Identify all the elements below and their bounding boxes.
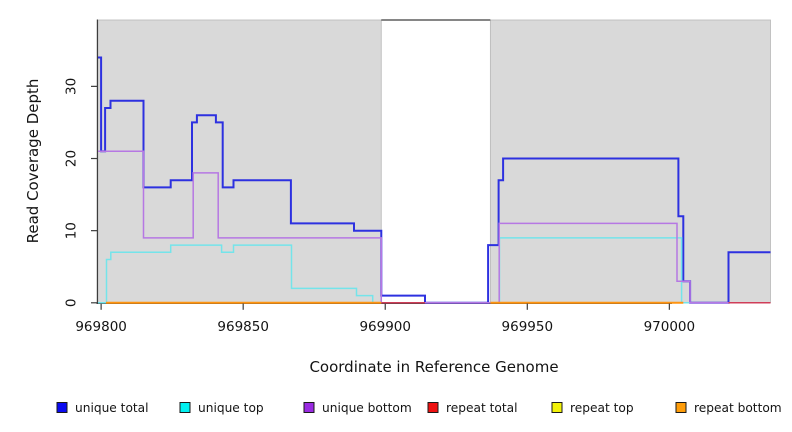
legend-swatch-repeat-top [551,402,563,413]
legend-swatch-unique-bottom [303,402,315,413]
x-axis-tick-label: 969850 [217,319,269,335]
series-lines-layer [98,56,771,304]
x-axis-tick-label: 969950 [502,319,554,335]
y-axis-tick-label: 20 [64,150,80,167]
x-axis-tick-label: 970000 [644,319,696,335]
legend-label-repeat-bottom: repeat bottom [694,401,782,415]
panel-background-band [97,19,382,304]
x-axis-title: Coordinate in Reference Genome [309,358,558,376]
x-axis-tick-label: 969900 [359,319,411,335]
series-line-unique-total [98,56,771,304]
legend-swatch-unique-total [56,402,68,413]
legend-swatch-repeat-bottom [675,402,687,413]
panel-background-layer [97,19,771,304]
y-axis: 0 10 20 30 [63,78,97,307]
legend-label-repeat-top: repeat top [570,401,634,415]
y-axis-tick-label: 30 [63,78,79,95]
legend-label-unique-bottom: unique bottom [322,401,412,415]
x-axis: 969800 969850 969900 969950 970000 [75,303,695,335]
legend-swatch-repeat-total [427,402,439,413]
legend-label-unique-total: unique total [75,401,149,415]
y-axis-tick-label: 10 [63,222,79,239]
legend-label-repeat-total: repeat total [446,401,517,415]
legend: unique total unique top unique bottom repea… [56,401,782,415]
legend-label-unique-top: unique top [198,401,264,415]
y-axis-title: Read Coverage Depth [24,79,42,244]
y-axis-tick-label: 0 [64,299,80,308]
series-line-unique-bottom [98,150,771,304]
legend-swatch-unique-top [179,402,191,413]
x-axis-tick-label: 969800 [75,319,127,335]
panel-background-band [489,19,771,304]
